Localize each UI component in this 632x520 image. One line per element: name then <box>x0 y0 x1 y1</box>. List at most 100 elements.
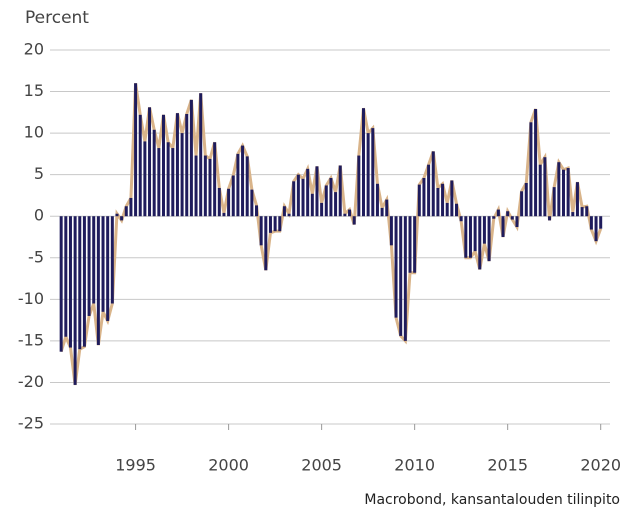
bar <box>506 211 510 217</box>
bar <box>231 175 235 217</box>
bar <box>599 216 603 229</box>
source: Macrobond, kansantalouden tilinpito <box>364 492 620 508</box>
bar <box>366 133 370 217</box>
bar <box>217 187 221 217</box>
bar <box>408 216 412 273</box>
bar <box>571 212 575 217</box>
bar <box>255 205 259 217</box>
bar <box>138 114 142 217</box>
bar <box>361 108 365 217</box>
bar <box>510 216 514 220</box>
x-tick-label: 2020 <box>580 456 621 475</box>
y-tick-label: 15 <box>24 81 44 100</box>
bar <box>241 145 245 217</box>
bar <box>129 197 133 217</box>
bar <box>324 185 328 217</box>
bar <box>334 192 338 217</box>
bar <box>78 216 82 350</box>
bar <box>515 216 519 228</box>
bar <box>441 183 445 217</box>
bar <box>175 113 179 217</box>
bar <box>329 177 333 217</box>
bar <box>468 216 472 258</box>
bar <box>199 93 203 217</box>
bar <box>436 187 440 217</box>
bar <box>278 216 282 232</box>
bar <box>315 166 319 217</box>
bar <box>124 206 128 217</box>
y-tick-label: 10 <box>24 123 44 142</box>
bar <box>250 189 254 217</box>
bar <box>320 202 324 217</box>
bar <box>501 216 505 237</box>
bar <box>394 216 398 318</box>
bar <box>264 216 268 271</box>
bar <box>282 206 286 217</box>
bar <box>134 83 138 217</box>
bar <box>59 216 63 352</box>
bar <box>292 181 296 217</box>
bar <box>455 203 459 217</box>
bar <box>422 177 426 217</box>
bar <box>348 209 352 217</box>
bar <box>385 199 389 217</box>
bar <box>380 207 384 217</box>
bar <box>529 122 533 217</box>
bar <box>343 213 347 217</box>
bar <box>236 153 240 217</box>
bar <box>566 168 570 217</box>
bar <box>310 193 314 217</box>
bar <box>403 216 407 341</box>
bar <box>496 209 500 217</box>
bar <box>427 164 431 217</box>
bar <box>185 113 189 217</box>
bar <box>548 216 552 221</box>
bar <box>227 188 231 217</box>
y-tick-label: 5 <box>34 164 44 183</box>
bar <box>222 212 226 217</box>
bar <box>96 216 100 346</box>
bar <box>148 107 152 217</box>
bar <box>101 216 105 312</box>
bar <box>171 148 175 217</box>
y-tick-label: -10 <box>18 289 44 308</box>
y-axis-label: Percent <box>25 8 89 28</box>
bar <box>194 155 198 217</box>
bar <box>580 207 584 217</box>
bar <box>180 133 184 217</box>
bar <box>92 216 96 304</box>
bar <box>357 155 361 217</box>
bar <box>399 216 403 336</box>
bar <box>273 216 277 232</box>
bar <box>464 216 468 258</box>
bar <box>413 216 417 273</box>
bar <box>417 184 421 217</box>
bar <box>106 216 110 321</box>
bar <box>87 216 91 316</box>
bar <box>487 216 491 262</box>
x-tick-label: 2015 <box>487 456 528 475</box>
bar <box>157 148 161 217</box>
bar <box>520 191 524 217</box>
bar <box>594 216 598 242</box>
bar <box>557 162 561 217</box>
y-tick-label: 0 <box>34 206 44 225</box>
bar <box>203 155 207 217</box>
bar <box>245 156 249 217</box>
y-tick-label: 20 <box>24 40 44 59</box>
bar <box>143 141 147 217</box>
bar <box>259 216 263 246</box>
bar <box>338 165 342 217</box>
bar <box>68 216 72 348</box>
bar <box>287 213 291 217</box>
bar <box>534 109 538 217</box>
bar <box>482 216 486 244</box>
bar <box>585 206 589 217</box>
bar <box>306 168 310 217</box>
bar <box>478 216 482 270</box>
bar <box>152 129 156 217</box>
bar <box>208 158 212 217</box>
bar <box>538 164 542 217</box>
bar <box>575 182 579 217</box>
